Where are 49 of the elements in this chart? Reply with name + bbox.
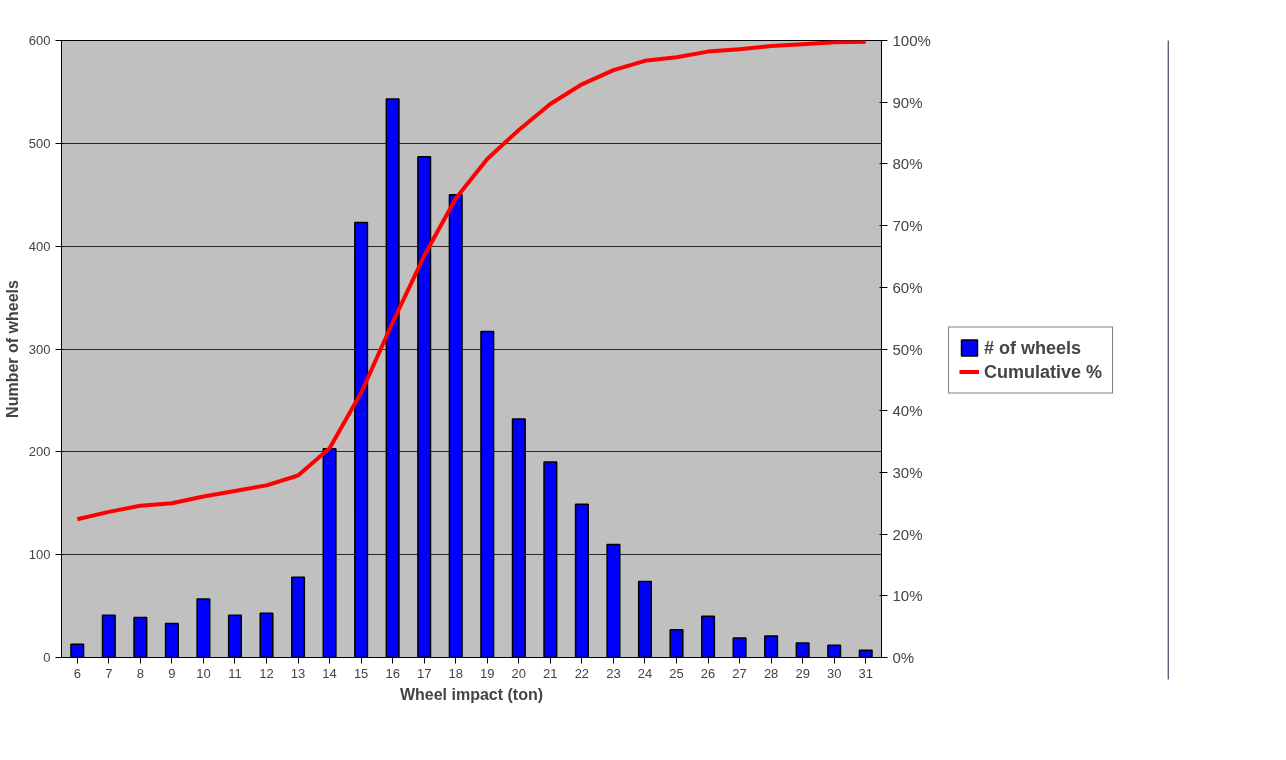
y-tick-label: 200 [28, 444, 51, 460]
x-tick-label: 20 [511, 665, 527, 681]
x-tick-label: 30 [826, 665, 842, 681]
x-tick-label: 19 [480, 665, 495, 681]
x-tick-label: 16 [385, 665, 400, 681]
x-tick-label: 13 [290, 665, 306, 681]
x-tick-label: 6 [73, 665, 81, 681]
x-tick-label: 29 [795, 665, 810, 681]
y-tick-label: 600 [28, 33, 51, 48]
x-tick-label: 14 [322, 665, 337, 681]
y2-tick-label: 30% [892, 463, 923, 481]
y-axis-title: Number of wheels [3, 280, 21, 418]
x-tick-label: 23 [606, 665, 621, 681]
x-tick-label: 25 [669, 665, 684, 681]
x-tick-label: 11 [228, 665, 242, 681]
y2-tick-label: 50% [892, 340, 923, 358]
x-tick-label: 22 [574, 665, 590, 681]
y2-tick-label: 0% [892, 649, 915, 666]
x-tick-label: 24 [637, 665, 653, 681]
x-tick-label: 21 [543, 665, 558, 681]
legend-label: # of wheels [984, 337, 1082, 358]
x-tick-label: 7 [105, 665, 113, 681]
x-tick-label: 12 [259, 665, 274, 681]
y2-tick-label: 40% [892, 402, 923, 420]
y2-tick-label: 90% [892, 93, 923, 111]
y2-tick-label: 100% [892, 32, 931, 49]
x-tick-label: 9 [168, 665, 176, 681]
legend-label: Cumulative % [984, 361, 1103, 382]
y2-tick-label: 70% [892, 217, 923, 235]
x-tick-label: 15 [353, 665, 369, 681]
y2-tick-label: 60% [892, 278, 923, 296]
x-tick-label: 8 [136, 665, 144, 681]
x-tick-label: 10 [196, 665, 211, 681]
x-tick-label: 17 [416, 665, 432, 681]
x-axis-title: Wheel impact (ton) [399, 685, 544, 703]
y-tick-label: 400 [28, 238, 51, 254]
x-tick-label: 27 [732, 665, 747, 681]
x-tick-label: 26 [700, 665, 716, 681]
x-tick-label: 28 [763, 665, 779, 681]
y-tick-label: 0 [43, 650, 51, 665]
x-tick-label: 31 [858, 665, 873, 681]
y2-tick-label: 10% [892, 587, 923, 605]
y2-tick-label: 20% [892, 525, 923, 543]
y-tick-label: 100 [28, 547, 51, 563]
line-series [75, 40, 868, 522]
y-tick-label: 300 [28, 341, 51, 357]
y-tick-label: 500 [28, 135, 51, 151]
y2-tick-label: 80% [892, 155, 923, 173]
x-tick-label: 18 [448, 665, 463, 681]
